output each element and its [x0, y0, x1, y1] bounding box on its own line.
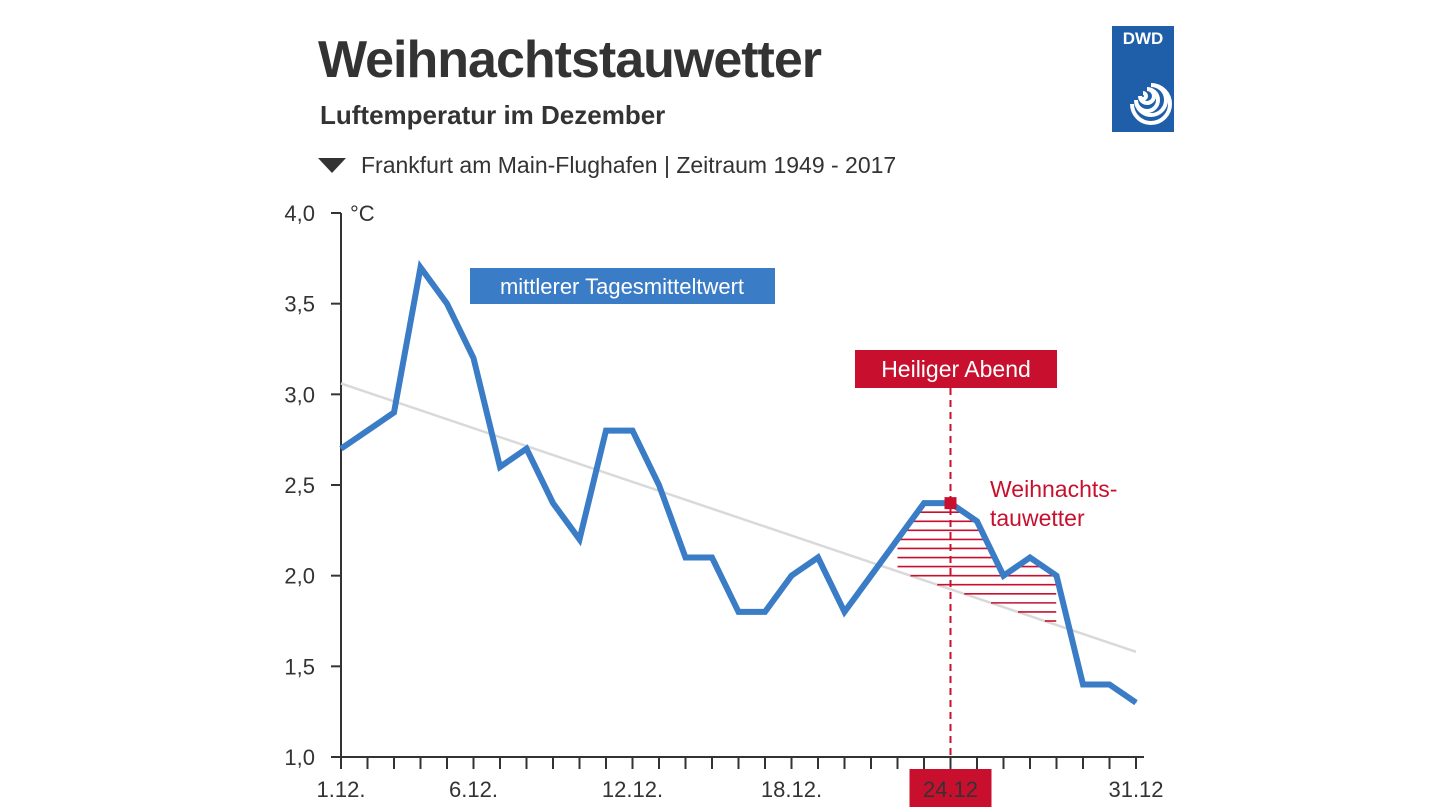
series-point: [1082, 683, 1084, 685]
series-point: [552, 502, 554, 504]
series-point: [499, 466, 501, 468]
series-point: [632, 430, 633, 432]
series-point: [685, 557, 686, 559]
series-label-background: [470, 268, 775, 304]
y-tick-label: 1,5: [284, 654, 315, 679]
series-point: [897, 538, 898, 540]
series-label-box: mittlerer Tagesmitteltwert: [470, 268, 775, 304]
series-point: [340, 448, 342, 450]
series-point: [844, 611, 845, 613]
y-tick-label: 4,0: [284, 201, 315, 226]
y-tick-label: 3,5: [284, 292, 315, 317]
series-point: [923, 502, 925, 504]
series-point: [1029, 557, 1031, 559]
series-point: [1109, 683, 1110, 685]
series-point: [473, 357, 474, 359]
series-point: [870, 575, 872, 577]
series-point: [367, 430, 368, 432]
x-ticks: 1.12. 6.12. 12.12. 18.12. 24.12 31.12: [317, 757, 1164, 807]
x-tick-label: 24.12: [923, 777, 978, 802]
series-point: [711, 557, 713, 559]
series-point: [446, 303, 448, 305]
heiliger-abend-marker: [944, 497, 957, 510]
x-tick-label: 1.12.: [317, 777, 366, 802]
event-label: Heiliger Abend: [881, 356, 1031, 382]
x-tick-label: 12.12.: [602, 777, 663, 802]
x-tick-highlight: [909, 769, 992, 807]
series-point: [658, 484, 660, 486]
chart-title: Weihnachtstauwetter: [318, 31, 822, 89]
logo-text: DWD: [1122, 29, 1164, 48]
series-points: [340, 266, 1137, 704]
event-label-background: [855, 350, 1057, 388]
series-point: [976, 520, 978, 522]
series-point: [738, 611, 739, 613]
series-point: [579, 538, 580, 540]
y-tick-label: 1,0: [284, 745, 315, 770]
x-tick-label: 18.12.: [761, 777, 822, 802]
series-point: [764, 611, 766, 613]
trend-line: [340, 382, 1137, 654]
series-label: mittlerer Tagesmitteltwert: [500, 274, 744, 299]
y-tick-label: 2,5: [284, 473, 315, 498]
series-point: [1003, 575, 1004, 577]
series-point: [526, 448, 527, 450]
event-label-box: Heiliger Abend: [855, 350, 1057, 388]
y-tick-label: 2,0: [284, 564, 315, 589]
series-point: [420, 266, 421, 268]
x-tick-label: 31.12: [1108, 777, 1163, 802]
dwd-logo: DWD: [1112, 26, 1174, 132]
region-label-line2: tauwetter: [990, 505, 1085, 531]
series-point: [605, 430, 607, 432]
y-tick-label: 3,0: [284, 382, 315, 407]
series-point: [1135, 702, 1137, 704]
y-axis-label: °C: [350, 201, 375, 226]
caret-down-icon: [318, 157, 346, 173]
series-point: [817, 557, 819, 559]
location-label: Frankfurt am Main-Flughafen | Zeitraum 1…: [361, 152, 897, 178]
series-point: [1056, 575, 1057, 577]
chart-subtitle: Luftemperatur im Dezember: [320, 100, 666, 130]
region-label-line1: Weihnachts-: [990, 476, 1117, 502]
y-ticks: 1,0 1,5 2,0 2,5 3,0 3,5 4,0: [284, 201, 341, 770]
swirl-icon: [1130, 83, 1172, 125]
location-selector[interactable]: Frankfurt am Main-Flughafen | Zeitraum 1…: [318, 150, 896, 180]
series-point: [791, 575, 792, 577]
series-point: [393, 411, 395, 413]
x-tick-label: 6.12.: [449, 777, 498, 802]
